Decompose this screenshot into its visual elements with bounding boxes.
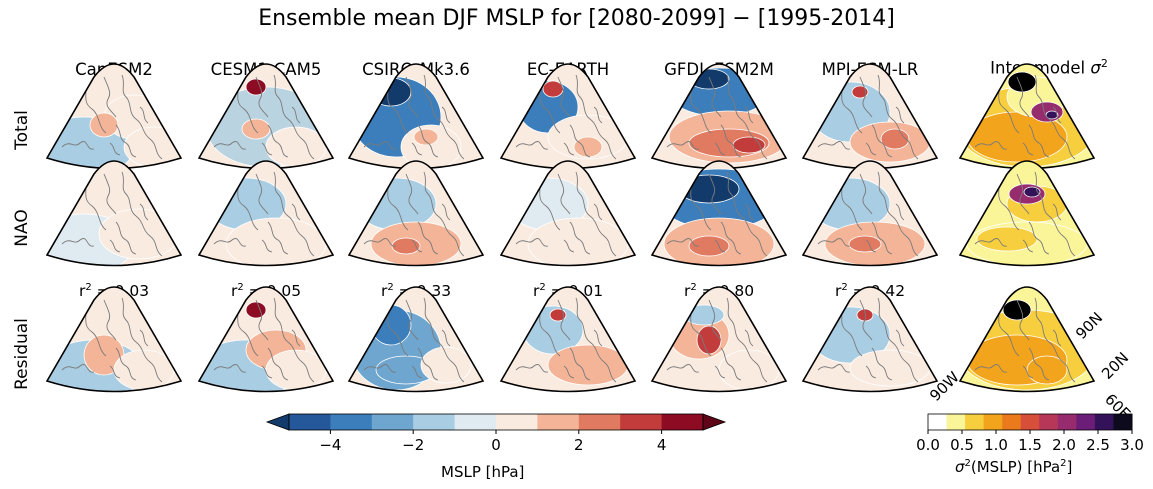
mslp-colorbar-segment [330, 414, 373, 430]
mslp-colorbar-segment [371, 414, 414, 430]
variance-colorbar-segment [965, 414, 985, 430]
variance-colorbar-segment [1002, 414, 1022, 430]
variance-colorbar-tick-label: 0.5 [950, 436, 974, 454]
variance-colorbar-segment [1094, 414, 1114, 430]
variance-colorbar-tick-label: 1.0 [984, 436, 1008, 454]
mslp-colorbar-segment [289, 414, 331, 430]
variance-colorbar-segment [983, 414, 1003, 430]
mslp-colorbar-segment [496, 414, 538, 430]
mslp-colorbar-segment [620, 414, 663, 430]
variance-colorbar-tick-label: 0.0 [916, 436, 940, 454]
variance-colorbar-segment [1020, 414, 1040, 430]
mslp-colorbar-tick-label: −4 [319, 436, 342, 454]
variance-colorbar-tick-label: 1.5 [1018, 436, 1042, 454]
mslp-colorbar-over-arrow [702, 413, 727, 431]
variance-colorbar-segment [928, 414, 948, 430]
variance-colorbar-segment [1076, 414, 1096, 430]
mslp-colorbar-segment [578, 414, 621, 430]
mslp-colorbar-segment [454, 414, 497, 430]
mslp-colorbar [265, 413, 727, 434]
variance-colorbar-segment [1057, 414, 1077, 430]
variance-colorbar-tick-label: 3.0 [1120, 436, 1144, 454]
mslp-colorbar-tick-label: −2 [402, 436, 425, 454]
mslp-colorbar-tick-label: 4 [656, 436, 667, 454]
variance-colorbar-segment [946, 414, 966, 430]
variance-colorbar-tick-label: 2.0 [1052, 436, 1076, 454]
mslp-colorbar-segment [661, 414, 704, 430]
mslp-colorbar-tick-label: 2 [574, 436, 584, 454]
mslp-colorbar-segment [537, 414, 580, 430]
mslp-colorbar-label: MSLP [hPa] [441, 463, 525, 481]
figure-title: Ensemble mean DJF MSLP for [2080-2099] −… [258, 6, 895, 31]
variance-colorbar-segment [1113, 414, 1133, 430]
mslp-colorbar-tick-label: 0 [491, 436, 501, 454]
mslp-colorbar-segment [413, 414, 456, 430]
variance-colorbar-tick-label: 2.5 [1086, 436, 1110, 454]
variance-colorbar [927, 413, 1133, 434]
variance-colorbar-segment [1039, 414, 1059, 430]
mslp-colorbar-under-arrow [265, 413, 290, 431]
variance-colorbar-label: σ2(MSLP) [hPa2] [955, 458, 1073, 476]
